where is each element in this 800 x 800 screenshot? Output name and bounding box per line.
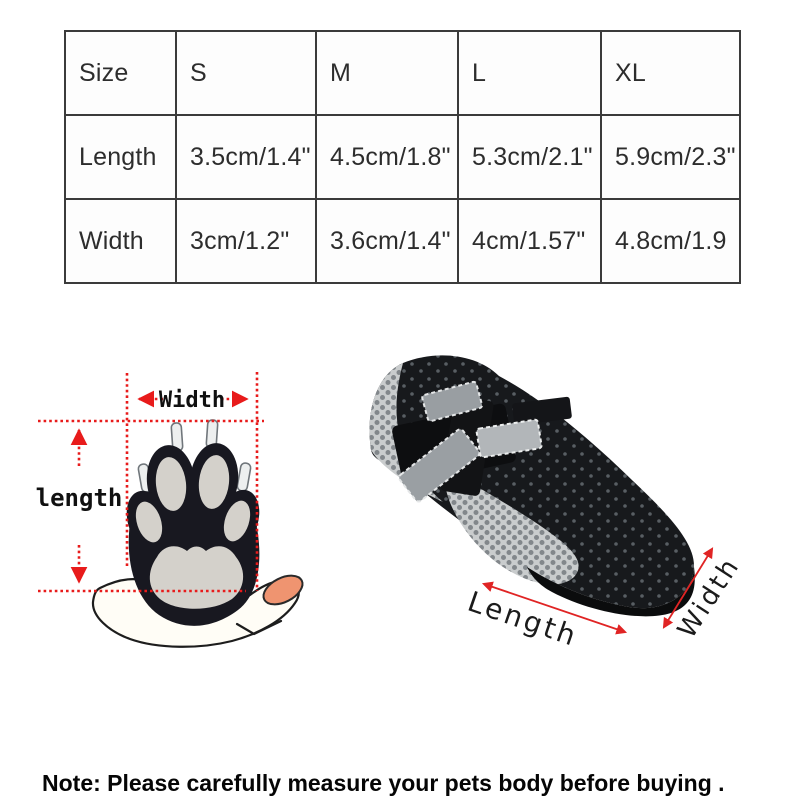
paw-pads (135, 455, 251, 609)
table-header-cell: L (459, 32, 602, 116)
reflective-patch (421, 380, 483, 423)
table-cell: 4.8cm/1.9 (615, 226, 727, 255)
reflective-patch (475, 418, 543, 459)
shoe-mesh-cuff (369, 363, 443, 502)
table-header-cell: XL (602, 32, 739, 116)
shoe-width-arrow (662, 547, 714, 629)
note-text: Note: Please carefully measure your pets… (42, 701, 787, 800)
size-table: Size S M L XL Length 3.5cm/1.4" 4.5cm/1.… (64, 30, 741, 284)
table-cell: 4cm/1.57" (459, 200, 602, 282)
table-cell: 3.5cm/1.4" (177, 116, 317, 200)
paw-measurement-diagram: Width length (36, 372, 304, 648)
shoe-length-arrow (481, 581, 628, 635)
table-header-cell: Size (66, 32, 177, 116)
table-cell: 5.9cm/2.3" (602, 116, 739, 200)
table-row-label: Length (66, 116, 177, 200)
shoe-measurement-diagram: Length Width (369, 355, 745, 653)
shoe-straps (392, 380, 572, 503)
table-cell: 3cm/1.2" (177, 200, 317, 282)
table-cell: 5.3cm/2.1" (459, 116, 602, 200)
table-header-cell: M (317, 32, 459, 116)
shoe-mesh-panel (444, 469, 579, 585)
dog-shoe-photo: Length Width (369, 355, 745, 653)
note-line-1: Note: Please carefully measure your pets… (42, 770, 725, 796)
measurement-guides (38, 372, 264, 593)
paw-width-label: Width (159, 388, 225, 413)
reflective-patch (398, 428, 481, 503)
table-cell: 3.6cm/1.4" (317, 200, 459, 282)
dog-nail (262, 574, 304, 606)
table-cell: 4.5cm/1.8" (317, 116, 459, 200)
paw-length-label: length (36, 484, 123, 512)
table-header-cell: S (177, 32, 317, 116)
table-row-label: Width (66, 200, 177, 282)
